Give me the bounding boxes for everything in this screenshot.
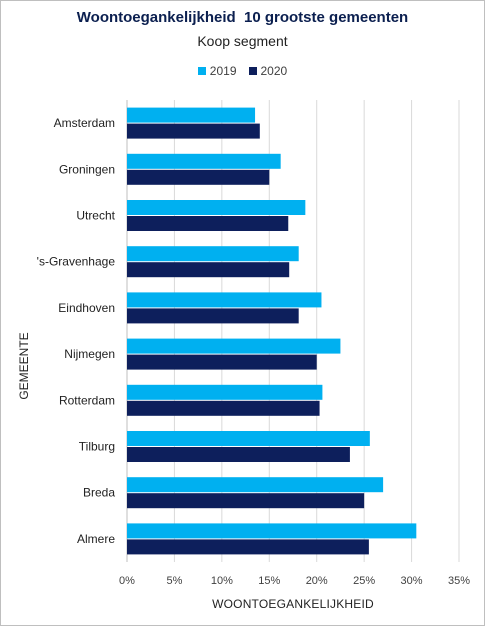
bar-2020 — [127, 493, 365, 509]
legend-swatch-2020 — [248, 67, 257, 75]
y-tick-label: Nijmegen — [64, 347, 115, 361]
y-tick-label: Rotterdam — [59, 393, 115, 407]
bar-2019 — [127, 431, 370, 446]
x-tick-label: 5% — [166, 575, 182, 587]
y-axis-label: GEMEENTE — [17, 332, 31, 400]
legend-label-2020: 2020 — [260, 64, 288, 78]
y-tick-label: Utrecht — [76, 209, 115, 223]
x-axis-label: WOONTOEGANKELIJKHEID — [212, 597, 374, 611]
y-tick-label: Eindhoven — [58, 301, 115, 315]
y-tick-label: Groningen — [59, 162, 115, 176]
bar-2019 — [127, 246, 299, 262]
bar-2019 — [127, 477, 384, 493]
y-tick-label: Amsterdam — [54, 116, 115, 130]
chart-title: Woontoegankelijkheid 10 grootste gemeent… — [76, 9, 409, 26]
y-tick-label: Tilburg — [79, 440, 115, 454]
bar-2020 — [127, 354, 317, 370]
x-tick-label: 15% — [258, 575, 280, 587]
y-tick-label: Almere — [77, 532, 115, 546]
bar-2019 — [127, 292, 322, 308]
x-tick-label: 20% — [306, 575, 328, 587]
bar-2019 — [127, 523, 417, 539]
bar-2020 — [127, 447, 350, 462]
x-tick-label: 0% — [119, 575, 135, 587]
legend-swatch-2019 — [197, 67, 206, 75]
legend-label-2019: 2019 — [209, 64, 237, 78]
bar-2020 — [127, 262, 290, 278]
bar-2019 — [127, 107, 256, 123]
legend-item-2019: 2019 — [197, 64, 237, 78]
legend-item-2020: 2020 — [248, 64, 288, 78]
y-tick-label: Breda — [83, 486, 115, 500]
bar-2019 — [127, 153, 281, 169]
bar-2020 — [127, 539, 369, 555]
bar-2020 — [127, 169, 270, 185]
bar-2020 — [127, 308, 299, 324]
bar-2020 — [127, 123, 260, 139]
bar-2019 — [127, 384, 323, 400]
x-tick-label: 25% — [353, 575, 375, 587]
chart-subtitle: Koop segment — [197, 33, 288, 49]
y-tick-label: 's-Gravenhage — [37, 255, 116, 269]
legend: 2019 2020 — [0, 64, 485, 78]
x-tick-label: 10% — [211, 575, 233, 587]
x-tick-label: 30% — [401, 575, 423, 587]
bar-2019 — [127, 200, 306, 215]
bar-2020 — [127, 400, 320, 416]
bar-2019 — [127, 338, 341, 354]
bar-2020 — [127, 216, 289, 231]
x-tick-label: 35% — [448, 575, 470, 587]
